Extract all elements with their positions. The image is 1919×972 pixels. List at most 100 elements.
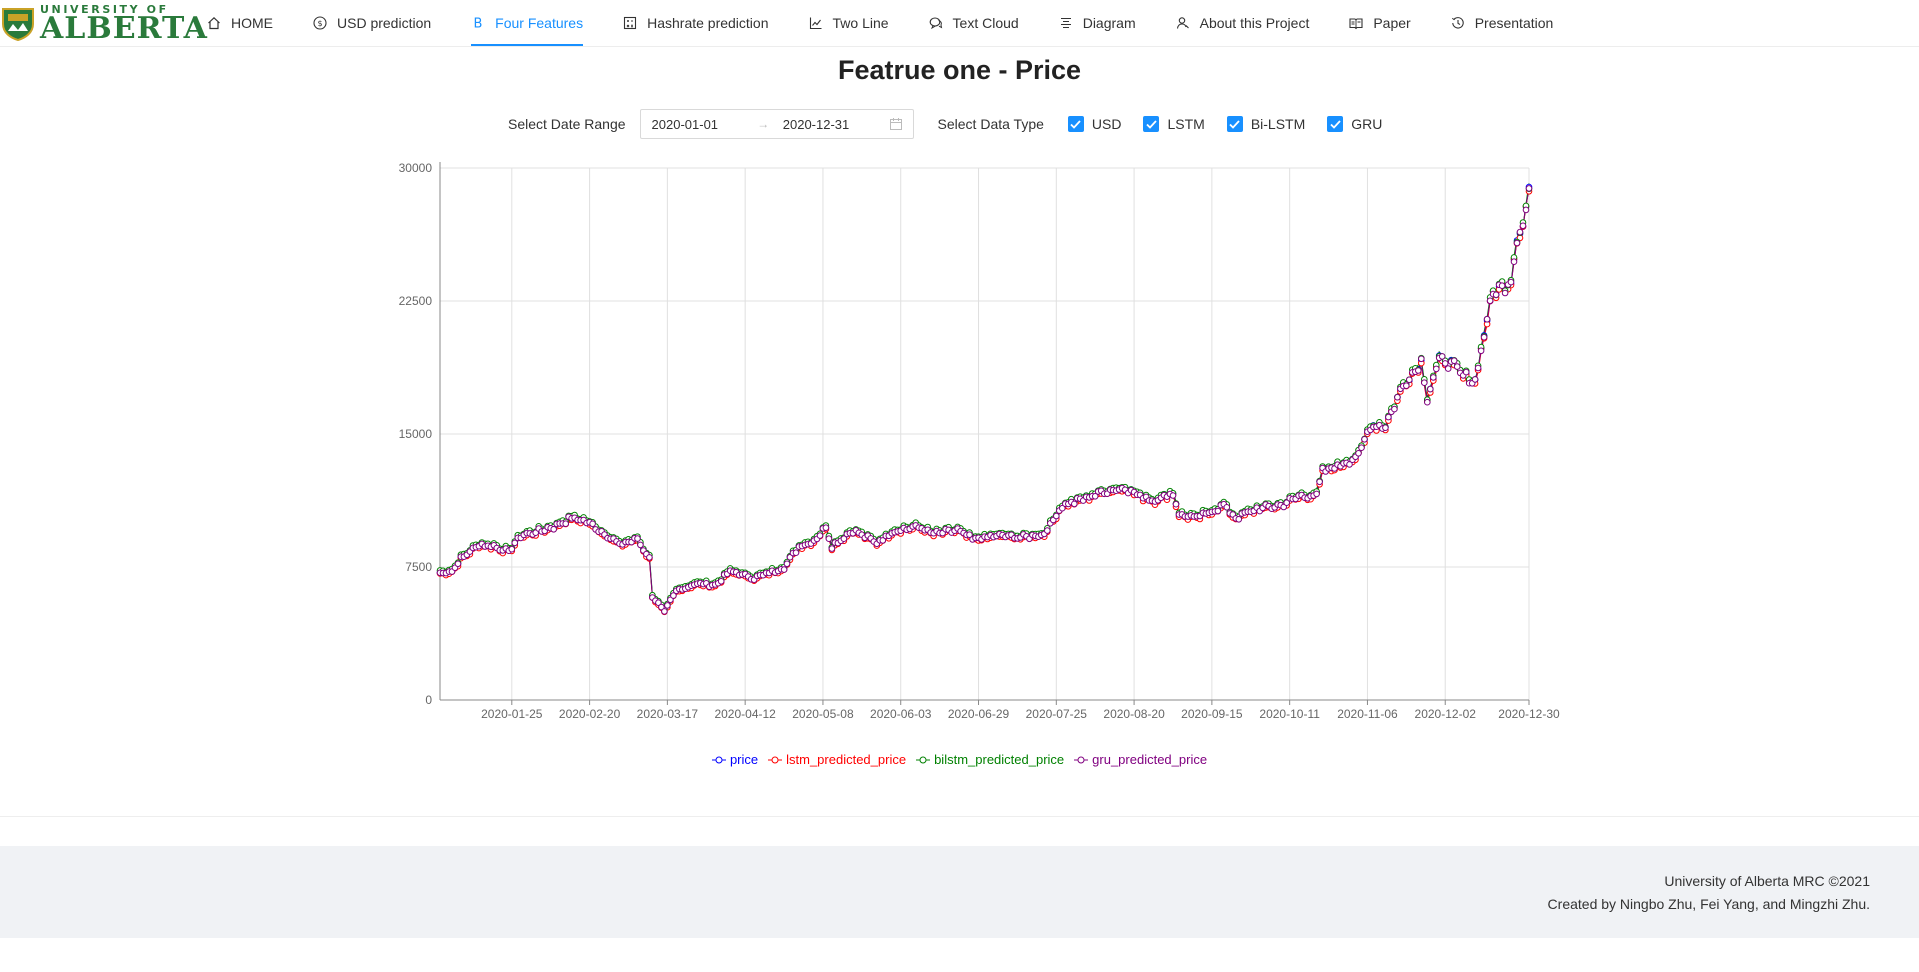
- data-point-gru_predicted_price: [550, 526, 558, 533]
- data-point-gru_predicted_price: [1477, 347, 1485, 355]
- data-point-gru_predicted_price: [1053, 512, 1060, 520]
- series-line-lstm_predicted_price: [439, 187, 1530, 614]
- data-point-gru_predicted_price: [1522, 206, 1530, 214]
- read-icon: [1349, 16, 1363, 30]
- checkmark-icon[interactable]: [1067, 116, 1084, 132]
- x-tick-label: 2020-01-25: [481, 707, 543, 721]
- data-point-gru_predicted_price: [655, 599, 662, 607]
- calculator-icon: [623, 16, 637, 30]
- legend-item-lstm_predicted_price[interactable]: lstm_predicted_price: [768, 752, 906, 767]
- x-tick-label: 2020-05-08: [792, 707, 854, 721]
- series-line-price: [439, 187, 1530, 612]
- data-point-gru_predicted_price: [1172, 500, 1180, 508]
- footer-credits: Created by Ningbo Zhu, Fei Yang, and Min…: [1547, 896, 1870, 912]
- calendar-icon[interactable]: [889, 117, 903, 131]
- checkbox-usd[interactable]: USD: [1067, 116, 1122, 132]
- data-point-gru_predicted_price: [1480, 333, 1488, 341]
- x-tick-label: 2020-09-15: [1181, 707, 1243, 721]
- end-date-input[interactable]: 2020-12-31: [782, 116, 850, 132]
- data-point-gru_predicted_price: [1453, 363, 1461, 370]
- content-divider: [0, 816, 1919, 817]
- data-point-gru_predicted_price: [792, 549, 800, 557]
- nav-home[interactable]: HOME: [187, 0, 293, 46]
- date-range-picker[interactable]: 2020-01-01 → 2020-12-31: [639, 109, 914, 139]
- data-point-gru_predicted_price: [1516, 228, 1524, 236]
- dollar-icon: $: [313, 16, 327, 30]
- legend-item-bilstm_predicted_price[interactable]: bilstm_predicted_price: [916, 752, 1064, 767]
- data-point-gru_predicted_price: [1450, 357, 1458, 364]
- shield-crest-icon: [2, 8, 34, 42]
- nav-usd-prediction[interactable]: $ USD prediction: [293, 0, 451, 46]
- home-icon: [207, 16, 221, 30]
- data-point-gru_predicted_price: [637, 541, 644, 549]
- nav-paper[interactable]: Paper: [1329, 0, 1430, 46]
- nav-diagram[interactable]: Diagram: [1039, 0, 1156, 46]
- nav-usd-prediction-label: USD prediction: [337, 15, 432, 31]
- data-point-gru_predicted_price: [661, 608, 668, 615]
- price-line-chart[interactable]: 0 7500 15000 22500 30000 2020-01-25 2020-02-20…: [0, 150, 1919, 725]
- nav-four-features[interactable]: B Four Features: [451, 0, 603, 46]
- x-tick-label: 2020-03-17: [637, 707, 699, 721]
- data-point-gru_predicted_price: [508, 545, 516, 553]
- data-point-gru_predicted_price: [822, 524, 830, 532]
- nav-text-cloud-label: Text Cloud: [952, 15, 1019, 31]
- nav-presentation-label: Presentation: [1474, 15, 1554, 31]
- series-line-gru_predicted_price: [439, 190, 1530, 613]
- data-point-gru_predicted_price: [816, 532, 824, 539]
- y-tick-label: 22500: [399, 294, 433, 308]
- checkbox-gru[interactable]: GRU: [1327, 116, 1382, 132]
- data-point-gru_predicted_price: [1474, 364, 1482, 372]
- legend-label: bilstm_predicted_price: [934, 752, 1065, 767]
- legend-label: price: [729, 752, 759, 767]
- data-point-gru_predicted_price: [1421, 379, 1428, 386]
- team-icon: [1176, 16, 1190, 30]
- data-point-gru_predicted_price: [1355, 450, 1362, 457]
- date-range-label: Select Date Range: [508, 116, 626, 132]
- nav-about-project[interactable]: About this Project: [1156, 0, 1330, 46]
- start-date-input[interactable]: 2020-01-01: [651, 116, 719, 132]
- x-tick-label: 2020-11-06: [1337, 707, 1398, 721]
- data-point-gru_predicted_price: [1424, 398, 1431, 406]
- data-point-gru_predicted_price: [717, 578, 725, 585]
- legend-item-gru_predicted_price[interactable]: gru_predicted_price: [1074, 752, 1207, 767]
- nav-text-cloud[interactable]: Text Cloud: [909, 0, 1039, 46]
- checkmark-icon[interactable]: [1226, 116, 1243, 132]
- legend-item-price[interactable]: price: [711, 752, 759, 767]
- data-point-gru_predicted_price: [1462, 368, 1470, 376]
- comments-icon: [929, 16, 943, 30]
- data-point-gru_predicted_price: [966, 531, 973, 539]
- data-point-gru_predicted_price: [1071, 500, 1078, 508]
- data-point-gru_predicted_price: [783, 560, 791, 568]
- data-point-gru_predicted_price: [780, 566, 788, 573]
- data-point-gru_predicted_price: [1418, 355, 1425, 363]
- nav-two-line[interactable]: Two Line: [789, 0, 909, 46]
- data-point-gru_predicted_price: [879, 537, 887, 544]
- data-point-gru_predicted_price: [825, 535, 833, 543]
- nav-two-line-label: Two Line: [832, 15, 889, 31]
- data-point-gru_predicted_price: [664, 602, 671, 609]
- university-logo[interactable]: UNIVERSITY OF ALBERTA: [0, 4, 208, 44]
- data-point-gru_predicted_price: [1430, 374, 1437, 381]
- data-point-gru_predicted_price: [1385, 413, 1392, 421]
- data-point-gru_predicted_price: [1361, 436, 1368, 443]
- nav-hashrate-prediction[interactable]: Hashrate prediction: [603, 0, 788, 46]
- data-point-gru_predicted_price: [511, 539, 519, 547]
- data-point-gru_predicted_price: [1510, 258, 1518, 265]
- data-point-gru_predicted_price: [1507, 278, 1515, 286]
- nav-presentation[interactable]: Presentation: [1431, 0, 1574, 46]
- checkmark-icon[interactable]: [1327, 116, 1344, 132]
- data-point-gru_predicted_price: [1438, 353, 1446, 360]
- data-point-gru_predicted_price: [1214, 507, 1222, 515]
- checkbox-bilstm[interactable]: Bi-LSTM: [1226, 116, 1305, 132]
- legend-marker-icon: [768, 756, 783, 763]
- data-point-gru_predicted_price: [1382, 424, 1389, 432]
- checkmark-icon[interactable]: [1143, 116, 1160, 132]
- data-point-gru_predicted_price: [670, 592, 677, 599]
- data-point-gru_predicted_price: [1358, 444, 1365, 452]
- checkbox-lstm[interactable]: LSTM: [1143, 116, 1205, 132]
- data-point-gru_predicted_price: [1280, 503, 1287, 511]
- x-tick-label: 2020-07-25: [1026, 707, 1088, 721]
- data-point-gru_predicted_price: [1471, 376, 1479, 383]
- checkbox-usd-label: USD: [1091, 116, 1122, 132]
- data-point-gru_predicted_price: [1525, 185, 1533, 192]
